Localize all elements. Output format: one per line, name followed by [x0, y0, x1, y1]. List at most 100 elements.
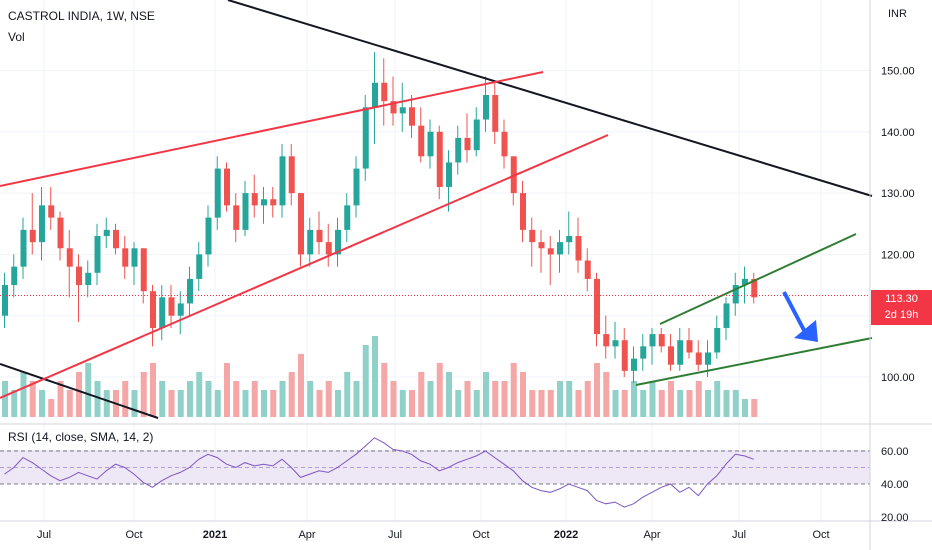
candle[interactable]: [20, 217, 27, 279]
candle[interactable]: [575, 217, 582, 273]
candle[interactable]: [113, 223, 119, 255]
candle[interactable]: [723, 297, 730, 341]
candle[interactable]: [29, 193, 36, 255]
candle[interactable]: [399, 82, 406, 132]
candle[interactable]: [409, 95, 415, 138]
candle[interactable]: [621, 327, 628, 377]
candle[interactable]: [279, 144, 286, 218]
candle[interactable]: [418, 107, 425, 163]
candle[interactable]: [325, 223, 332, 267]
candle[interactable]: [473, 107, 480, 157]
candle[interactable]: [214, 156, 221, 230]
candle[interactable]: [2, 272, 8, 328]
candle[interactable]: [122, 236, 129, 279]
candle[interactable]: [427, 119, 434, 169]
candle[interactable]: [344, 193, 351, 243]
candle[interactable]: [48, 186, 55, 230]
candle[interactable]: [751, 272, 758, 304]
candle[interactable]: [251, 174, 258, 218]
candle[interactable]: [159, 285, 166, 341]
candle[interactable]: [390, 76, 397, 126]
candle[interactable]: [307, 217, 314, 267]
candle[interactable]: [538, 229, 545, 273]
candle[interactable]: [288, 144, 295, 206]
candle[interactable]: [196, 242, 203, 292]
candle[interactable]: [501, 119, 508, 169]
candle[interactable]: [233, 193, 240, 243]
candle[interactable]: [205, 205, 212, 267]
candle[interactable]: [224, 162, 230, 212]
candle[interactable]: [603, 315, 610, 359]
candle[interactable]: [436, 125, 443, 200]
candle[interactable]: [381, 58, 388, 126]
candle[interactable]: [94, 223, 101, 286]
candle[interactable]: [464, 113, 471, 163]
candle[interactable]: [658, 327, 665, 353]
trendline-green-lower[interactable]: [635, 337, 873, 386]
candle[interactable]: [57, 211, 64, 261]
candle[interactable]: [39, 186, 45, 261]
candle[interactable]: [446, 150, 452, 212]
time-axis[interactable]: Jul Oct 2021 Apr Jul Oct 2022 Apr Jul Oct: [37, 529, 830, 541]
trendline-red-lower[interactable]: [0, 134, 609, 399]
candle[interactable]: [177, 291, 184, 335]
volume-bar: [381, 363, 388, 417]
candle[interactable]: [584, 248, 591, 292]
candle[interactable]: [187, 266, 193, 316]
candle[interactable]: [547, 236, 554, 286]
candle[interactable]: [372, 52, 378, 145]
candle[interactable]: [686, 327, 693, 359]
candle[interactable]: [566, 211, 573, 255]
candle[interactable]: [668, 334, 674, 371]
volume-bar: [464, 381, 471, 417]
candle[interactable]: [85, 260, 92, 298]
volume-bar: [640, 390, 647, 417]
candle[interactable]: [732, 272, 739, 316]
candle[interactable]: [529, 217, 536, 267]
candles[interactable]: [2, 52, 758, 384]
candle[interactable]: [316, 211, 323, 255]
candle[interactable]: [714, 315, 721, 359]
candle[interactable]: [483, 76, 489, 132]
candle[interactable]: [594, 272, 600, 347]
candle[interactable]: [335, 217, 341, 267]
volume-bar: [214, 390, 221, 417]
candle[interactable]: [557, 229, 563, 273]
candle[interactable]: [492, 82, 499, 145]
candle[interactable]: [150, 285, 156, 347]
candle[interactable]: [140, 248, 147, 304]
candle[interactable]: [677, 327, 684, 371]
volume-bar: [344, 372, 351, 417]
candle[interactable]: [612, 321, 619, 359]
trendline-red-upper[interactable]: [0, 71, 544, 187]
candle[interactable]: [520, 180, 526, 243]
candle[interactable]: [261, 186, 267, 224]
candle[interactable]: [510, 156, 517, 206]
candle[interactable]: [270, 186, 277, 218]
trendline-black-upper[interactable]: [227, 0, 873, 197]
candle[interactable]: [76, 254, 82, 322]
candle[interactable]: [103, 217, 110, 249]
time-tick-label: Jul: [732, 529, 746, 541]
candle[interactable]: [131, 242, 138, 286]
volume-bar: [150, 363, 156, 417]
candle[interactable]: [298, 193, 304, 267]
price-tick-label: 100.00: [881, 372, 915, 384]
candle[interactable]: [631, 346, 637, 384]
candle[interactable]: [11, 254, 18, 298]
trendline-black-lower[interactable]: [0, 363, 159, 419]
candle[interactable]: [353, 156, 360, 218]
candle[interactable]: [649, 327, 656, 365]
candle[interactable]: [695, 340, 702, 371]
projection-arrow-icon[interactable]: [782, 291, 818, 342]
trendlines[interactable]: [0, 0, 873, 419]
candle[interactable]: [455, 125, 462, 175]
candle[interactable]: [242, 180, 249, 237]
candle[interactable]: [168, 285, 175, 328]
trendline-green-upper[interactable]: [659, 233, 857, 325]
candle[interactable]: [66, 229, 73, 298]
volume-bar: [483, 372, 489, 417]
candle[interactable]: [640, 334, 647, 371]
